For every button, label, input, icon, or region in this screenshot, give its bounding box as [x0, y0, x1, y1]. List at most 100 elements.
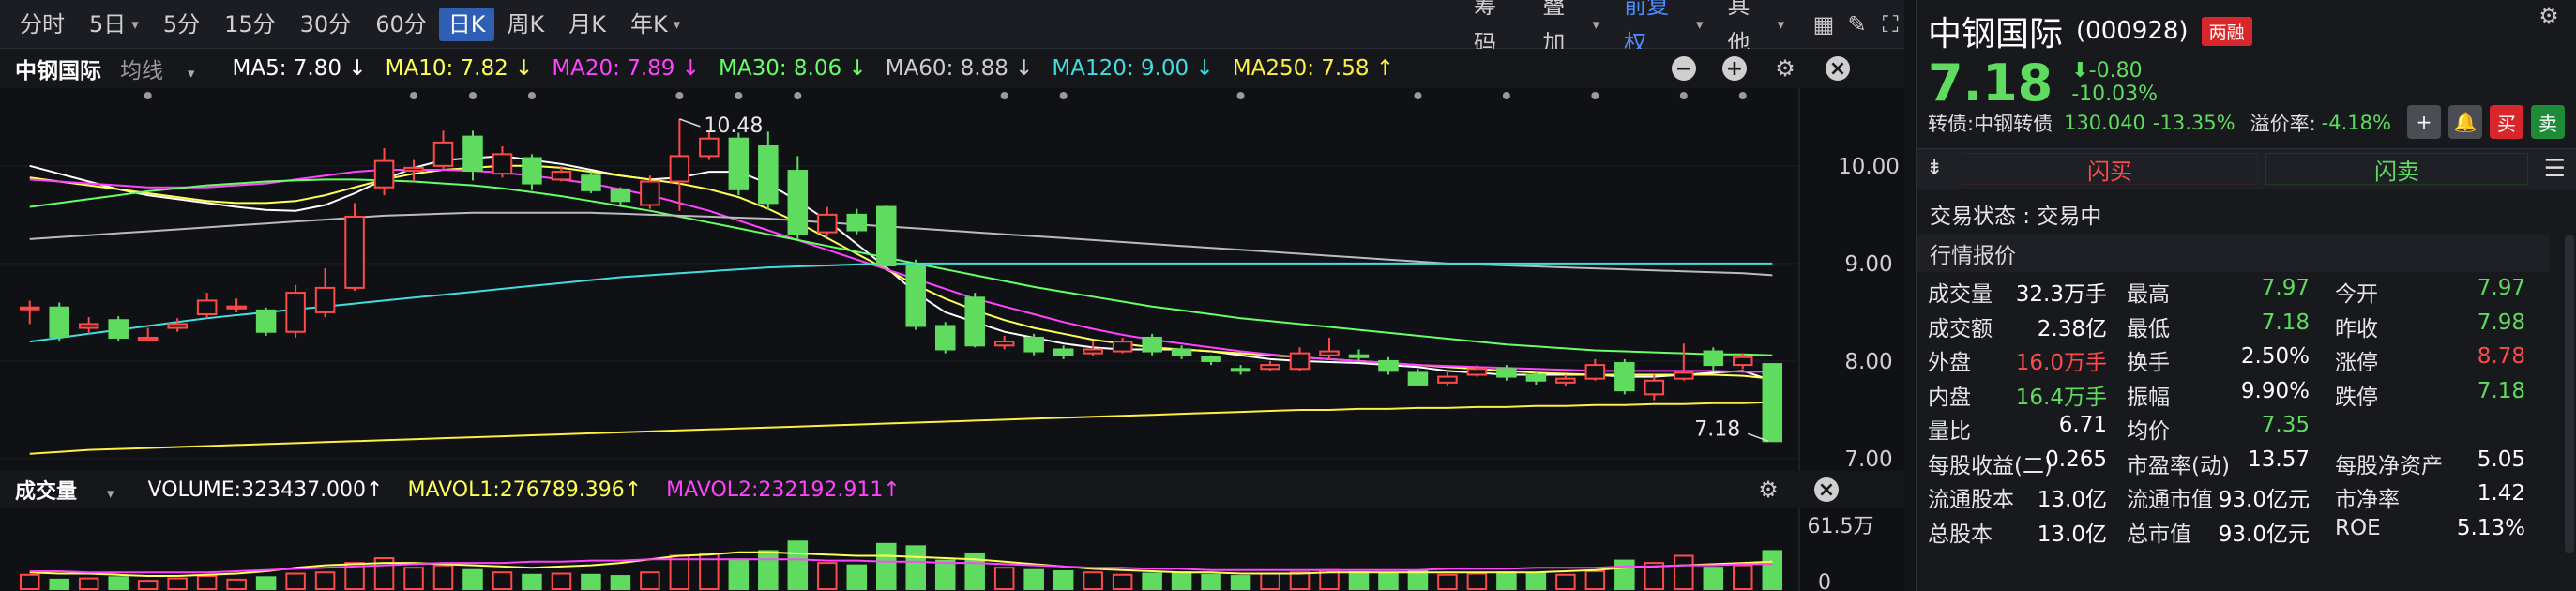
- candle-body: [1496, 368, 1517, 378]
- volume-chart[interactable]: 61.5万 0: [0, 508, 1904, 591]
- mavol1-line: [29, 551, 1773, 577]
- volume-bar: [226, 578, 247, 591]
- event-dot: [144, 92, 152, 99]
- settings-icon[interactable]: ⚙: [1775, 55, 1796, 82]
- kline-chart[interactable]: 10.00 9.00 8.00 7.00 10.48 7.18: [0, 88, 1904, 471]
- zoom-out-icon[interactable]: −: [1672, 56, 1696, 81]
- quote-value: 0.265: [2045, 447, 2107, 472]
- period-tab-5day[interactable]: 5日 ▾: [77, 6, 151, 43]
- period-toolbar: 分时 5日 ▾ 5分 15分 30分 60分 日K 周K 月K 年K ▾ 筹码 叠加…: [0, 0, 1904, 56]
- other-button[interactable]: 其他 ▾: [1715, 0, 1796, 56]
- period-tab-timeshare[interactable]: 分时: [8, 6, 77, 43]
- period-tab-30min[interactable]: 30分: [288, 6, 364, 43]
- overlay-button[interactable]: 叠加 ▾: [1530, 0, 1612, 56]
- volume-bar: [1083, 571, 1103, 591]
- zoom-in-icon[interactable]: +: [1722, 56, 1747, 81]
- quote-label: 最低: [2127, 316, 2170, 341]
- panel-scrollbar[interactable]: [2565, 235, 2574, 553]
- event-dot: [1236, 92, 1245, 99]
- volume-bar: [640, 571, 660, 591]
- price-change-value: -0.80: [2088, 59, 2143, 83]
- period-tab-15min[interactable]: 15分: [212, 6, 288, 43]
- volume-bar: [432, 564, 454, 591]
- chips-button[interactable]: 筹码: [1462, 0, 1530, 56]
- chart-controls: − + ⚙ ×: [1664, 54, 1869, 83]
- candle-body: [1260, 364, 1280, 371]
- volume-bar: [1260, 572, 1280, 590]
- quote-value: 5.05: [2477, 447, 2525, 472]
- candle-body: [314, 286, 336, 313]
- quote-value: 7.18: [2261, 310, 2310, 335]
- pen-icon[interactable]: ✎: [1847, 11, 1867, 38]
- quote-label: 内盘: [1928, 385, 1971, 410]
- candle-body: [1762, 363, 1783, 443]
- candle-body: [1614, 362, 1635, 392]
- event-dot: [1591, 92, 1599, 99]
- adjust-button[interactable]: 前复权 ▾: [1612, 0, 1715, 56]
- period-tab-year[interactable]: 年K ▾: [618, 6, 692, 43]
- line-type-selector[interactable]: 均线 ▾: [120, 53, 214, 84]
- bond-label[interactable]: 转债:中钢转债: [1928, 113, 2053, 135]
- quote-value: 16.4万手: [2015, 385, 2107, 410]
- expand-icon[interactable]: ⛶: [1882, 11, 1899, 38]
- sell-button[interactable]: 卖: [2531, 105, 2565, 139]
- quote-label: 总股本: [1928, 522, 1993, 547]
- volume-bar: [1466, 572, 1488, 590]
- volume-bar: [610, 575, 631, 591]
- volume-bar: [699, 552, 720, 590]
- add-icon[interactable]: +: [2407, 105, 2441, 139]
- volume-bar: [669, 554, 690, 590]
- close-icon[interactable]: ×: [1814, 477, 1839, 502]
- candle-body: [1201, 356, 1221, 362]
- volume-bar: [1112, 573, 1133, 590]
- settings-icon[interactable]: ⚙: [1758, 477, 1779, 503]
- flash-buy-button[interactable]: 闪买: [1962, 153, 2258, 185]
- candle-body: [285, 292, 306, 333]
- grid-icon[interactable]: ▦: [1812, 11, 1835, 38]
- current-price: 7.18: [1928, 53, 2053, 113]
- event-dot: [1502, 92, 1510, 99]
- volume-bar: [78, 577, 99, 590]
- event-dot: [1000, 92, 1008, 99]
- event-dot: [410, 92, 418, 99]
- candle-body: [1319, 350, 1340, 356]
- candle-body: [1112, 341, 1133, 353]
- chevron-down-icon: ▾: [107, 485, 114, 502]
- event-dot: [675, 92, 684, 99]
- settings-icon[interactable]: ⚙: [2538, 3, 2559, 29]
- candle-body: [1378, 359, 1399, 372]
- quote-value: 7.98: [2477, 310, 2525, 335]
- candle-body: [492, 153, 513, 175]
- period-tab-5min[interactable]: 5分: [151, 6, 212, 43]
- price-tick-label: 9.00: [1844, 252, 1892, 277]
- period-tab-month[interactable]: 月K: [556, 6, 618, 43]
- buy-button[interactable]: 买: [2490, 105, 2523, 139]
- candle-body: [108, 319, 129, 339]
- period-tab-week[interactable]: 周K: [494, 6, 556, 43]
- bell-icon[interactable]: 🔔: [2448, 105, 2482, 139]
- event-dot: [527, 92, 536, 99]
- mavol1-value: MAVOL1:276789.396↑: [407, 477, 643, 502]
- volume-bar: [137, 580, 159, 590]
- period-tab-60min[interactable]: 60分: [363, 6, 439, 43]
- candle-body: [581, 174, 601, 191]
- quote-value: 7.18: [2477, 378, 2525, 403]
- menu-icon[interactable]: ☰: [2543, 155, 2566, 183]
- period-tab-day[interactable]: 日K: [438, 7, 495, 41]
- candle-body: [432, 141, 454, 167]
- stock-name: 中钢国际: [1928, 15, 2064, 53]
- margin-badge: 两融: [2201, 16, 2252, 46]
- candle-body: [403, 166, 424, 173]
- volume-bar: [1555, 573, 1576, 590]
- volume-bar: [1171, 571, 1192, 591]
- candle-body: [1348, 354, 1370, 358]
- collapse-icon[interactable]: ⇟: [1926, 157, 1944, 180]
- volume-indicator-selector[interactable]: 成交量 ▾: [15, 475, 139, 505]
- volume-bar: [1053, 569, 1074, 590]
- candle-body: [1437, 375, 1458, 384]
- flash-sell-button[interactable]: 闪卖: [2265, 153, 2528, 185]
- close-icon[interactable]: ×: [1826, 56, 1850, 81]
- volume-bar: [1584, 569, 1606, 590]
- candle-body: [1733, 356, 1753, 367]
- candle-body: [1083, 348, 1103, 355]
